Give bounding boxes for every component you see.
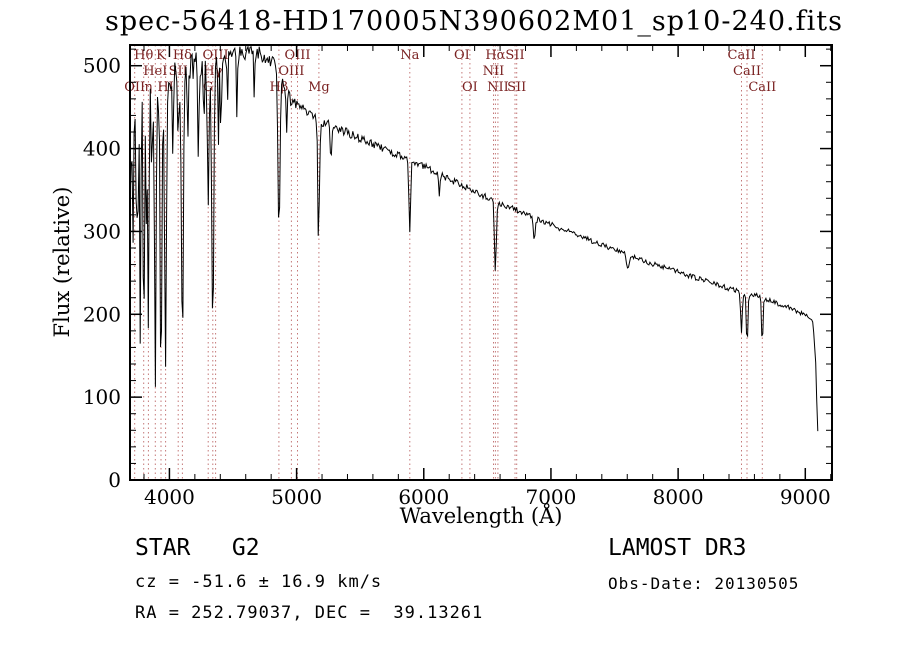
spectral-line-label: K: [156, 48, 166, 63]
x-axis-label: Wavelength (Å): [399, 504, 563, 528]
spectral-line-label: CaII: [733, 64, 761, 79]
spectral-line-label: Na: [400, 48, 419, 63]
spectral-line-label: CaII: [748, 80, 776, 95]
x-tick-label: 6000: [398, 485, 449, 509]
spectral-line-label: Hδ: [173, 48, 192, 63]
plot-title: spec-56418-HD170005N390602M01_sp10-240.f…: [105, 6, 843, 37]
classification-text: STAR G2: [135, 535, 260, 561]
spectral-line-label: Hθ: [134, 48, 153, 63]
spectral-line-label: Hα: [485, 48, 505, 63]
spectral-line-label: η: [145, 80, 153, 95]
spectral-line-label: CaII: [728, 48, 756, 63]
y-tick-label: 400: [83, 137, 121, 161]
spectral-line-label: OIII: [284, 48, 310, 63]
x-tick-label: 5000: [271, 485, 322, 509]
survey-release-text: LAMOST DR3: [608, 535, 747, 561]
spectral-line-label: NII: [483, 64, 505, 79]
x-tick-label: 9000: [780, 485, 831, 509]
spectrum-line: [129, 44, 819, 432]
x-tick-label: 7000: [525, 485, 576, 509]
y-tick-label: 500: [83, 54, 121, 78]
spectral-line-label: G: [203, 80, 213, 95]
spectral-line-label: NII: [487, 80, 509, 95]
spectral-line-label: Mg: [308, 80, 330, 95]
obs-date-text: Obs-Date: 20130505: [608, 574, 800, 593]
plot-frame: [129, 44, 833, 481]
ra-dec-text: RA = 252.79037, DEC = 39.13261: [135, 603, 484, 623]
x-tick-label: 8000: [653, 485, 704, 509]
spectral-line-label: HeI: [143, 64, 167, 79]
spectral-line-label: SII: [507, 80, 526, 95]
spectral-line-label: OIII: [203, 48, 229, 63]
y-tick-label: 0: [108, 468, 121, 492]
spectral-line-label: SII: [169, 64, 188, 79]
spectral-line-label: OI: [454, 48, 470, 63]
spectral-line-label: OIII: [278, 64, 304, 79]
x-tick-label: 4000: [144, 485, 195, 509]
spectral-line-label: OI: [462, 80, 478, 95]
y-tick-label: 200: [83, 302, 121, 326]
spectral-line-label: SII: [505, 48, 524, 63]
y-tick-label: 300: [83, 219, 121, 243]
y-tick-label: 100: [83, 385, 121, 409]
radial-velocity-text: cz = -51.6 ± 16.9 km/s: [135, 572, 383, 592]
